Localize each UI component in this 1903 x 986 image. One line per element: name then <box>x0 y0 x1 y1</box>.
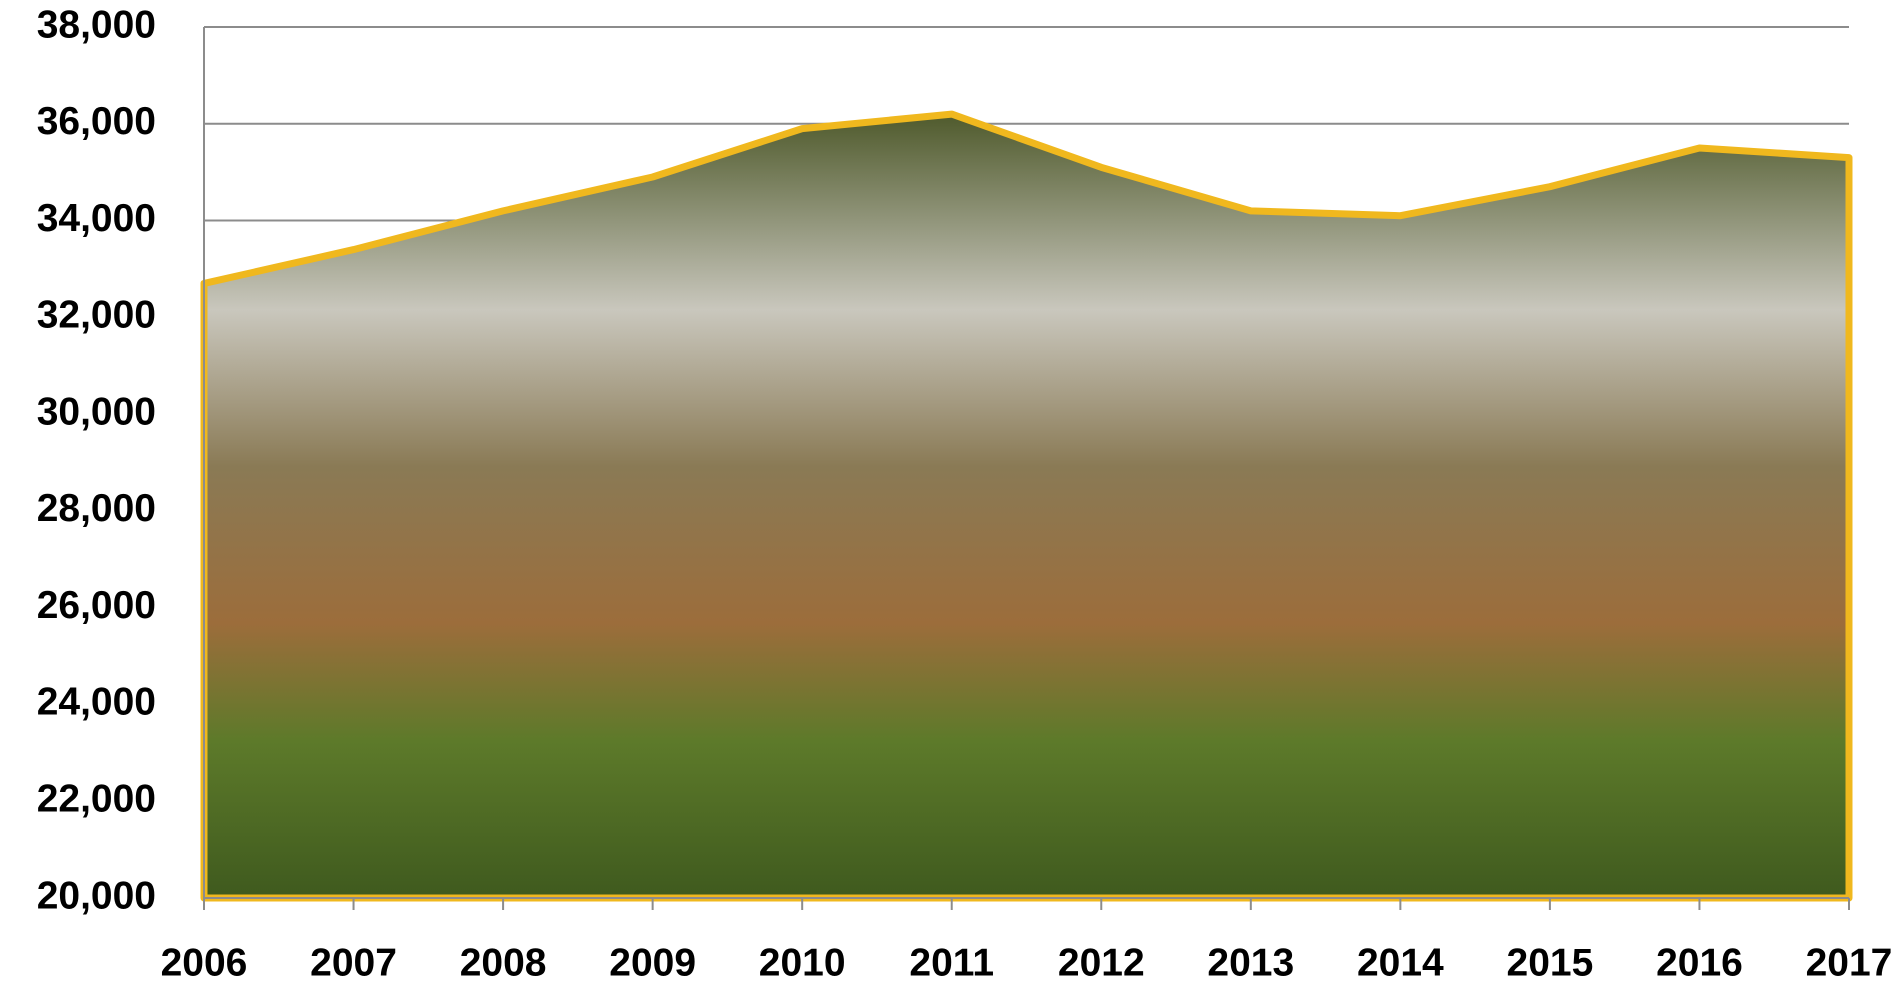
y-tick-label: 36,000 <box>37 100 156 143</box>
x-tick-label: 2006 <box>161 941 248 984</box>
y-tick-label: 26,000 <box>37 584 156 627</box>
x-tick-label: 2017 <box>1806 941 1893 984</box>
x-tick-label: 2015 <box>1507 941 1594 984</box>
x-tick-label: 2012 <box>1058 941 1145 984</box>
x-tick-label: 2011 <box>909 941 994 984</box>
y-tick-label: 28,000 <box>37 487 156 530</box>
x-tick-label: 2016 <box>1656 941 1743 984</box>
y-tick-label: 32,000 <box>37 294 156 337</box>
x-tick-label: 2010 <box>759 941 846 984</box>
area <box>200 110 1853 902</box>
x-tick-label: 2008 <box>460 941 547 984</box>
y-tick-label: 22,000 <box>37 778 156 821</box>
x-tick-label: 2014 <box>1357 941 1444 984</box>
y-tick-label: 30,000 <box>37 390 156 433</box>
x-tick-label: 2007 <box>310 941 397 984</box>
x-tick-label: 2009 <box>609 941 696 984</box>
y-tick-label: 34,000 <box>37 197 156 240</box>
y-tick-label: 24,000 <box>37 681 156 724</box>
x-tick-label: 2013 <box>1207 941 1294 984</box>
y-tick-label: 20,000 <box>37 874 156 917</box>
y-tick-label: 38,000 <box>37 3 156 46</box>
